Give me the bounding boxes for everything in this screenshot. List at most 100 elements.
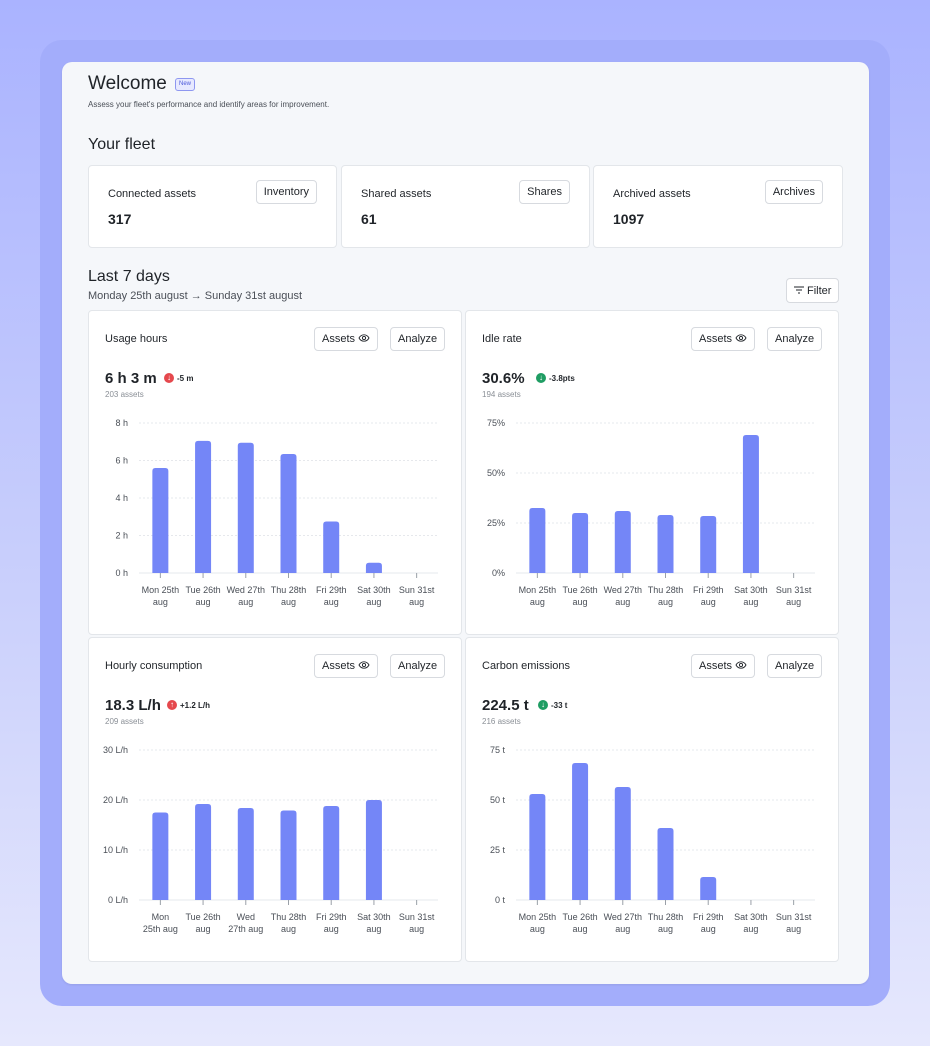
- bar[interactable]: [700, 877, 717, 900]
- metric-value: 18.3 L/h: [105, 697, 161, 714]
- assets-label: Assets: [322, 660, 356, 672]
- bar[interactable]: [614, 787, 631, 900]
- bar[interactable]: [529, 508, 546, 573]
- x-tick-label: Wed 27th: [604, 912, 642, 922]
- bar[interactable]: [195, 440, 212, 573]
- bar[interactable]: [195, 804, 212, 900]
- bar[interactable]: [529, 794, 546, 900]
- chart-card-carbon-emissions: Carbon emissions Assets Analyze 224.5 t …: [465, 637, 839, 962]
- x-tick-label: aug: [743, 597, 758, 607]
- page-subtitle: Assess your fleet's performance and iden…: [88, 100, 330, 109]
- analyze-button[interactable]: Analyze: [767, 654, 823, 678]
- bar[interactable]: [365, 562, 382, 573]
- bar[interactable]: [280, 453, 297, 573]
- x-tick-label: aug: [701, 597, 716, 607]
- bar[interactable]: [323, 521, 340, 573]
- x-tick-label: aug: [366, 924, 381, 934]
- archives-button[interactable]: Archives: [764, 180, 823, 204]
- x-tick-label: aug: [530, 597, 545, 607]
- asset-count: 216 assets: [482, 717, 521, 726]
- bar[interactable]: [237, 808, 254, 900]
- eye-icon: [735, 334, 747, 342]
- delta-value: +1.2 L/h: [180, 700, 211, 710]
- fleet-card-value: 317: [108, 211, 132, 227]
- fleet-card-value: 1097: [613, 211, 645, 227]
- asset-count: 194 assets: [482, 390, 521, 399]
- bar[interactable]: [657, 828, 674, 900]
- chart-card-hourly-consumption: Hourly consumption Assets Analyze 18.3 L…: [88, 637, 462, 962]
- assets-button[interactable]: Assets: [314, 327, 379, 351]
- asset-count: 209 assets: [105, 717, 144, 726]
- bar[interactable]: [614, 511, 631, 573]
- page-title: Welcome: [88, 73, 167, 94]
- x-tick-label: Sat 30th: [734, 585, 768, 595]
- y-tick-label: 10 L/h: [103, 845, 128, 855]
- chart-title: Idle rate: [482, 333, 522, 345]
- x-tick-label: aug: [658, 597, 673, 607]
- bar[interactable]: [323, 806, 340, 900]
- y-tick-label: 20 L/h: [103, 795, 128, 805]
- arrow-up-icon: ↑: [167, 700, 177, 710]
- filter-button[interactable]: Filter: [786, 278, 840, 303]
- fleet-card-label: Connected assets: [108, 188, 197, 200]
- fleet-card-label: Archived assets: [613, 188, 691, 200]
- x-tick-label: aug: [281, 924, 296, 934]
- x-tick-label: Fri 29th: [693, 585, 724, 595]
- x-tick-label: Sun 31st: [399, 585, 435, 595]
- assets-button[interactable]: Assets: [691, 327, 756, 351]
- bar[interactable]: [657, 515, 674, 573]
- bar[interactable]: [237, 442, 254, 573]
- analyze-button[interactable]: Analyze: [767, 327, 823, 351]
- x-tick-label: Wed 27th: [227, 585, 265, 595]
- y-tick-label: 0 h: [115, 568, 128, 578]
- x-tick-label: 25th aug: [143, 924, 178, 934]
- new-badge: New: [175, 78, 196, 91]
- delta-value: -5 m: [177, 373, 194, 383]
- x-tick-label: aug: [530, 924, 545, 934]
- bar-chart: 0 L/h 10 L/h 20 L/h 30 L/h Mon 25th aug Tue 26…: [103, 745, 438, 934]
- x-tick-label: Sun 31st: [776, 912, 812, 922]
- y-tick-label: 6 h: [115, 456, 128, 466]
- bar[interactable]: [152, 468, 169, 573]
- filter-label: Filter: [807, 284, 832, 297]
- x-tick-label: aug: [196, 924, 211, 934]
- eye-icon: [358, 661, 370, 669]
- chart-title: Hourly consumption: [105, 660, 203, 672]
- x-tick-label: Fri 29th: [316, 912, 347, 922]
- x-tick-label: Mon 25th: [519, 585, 557, 595]
- fleet-card-archived: Archived assets 1097 Archives: [593, 165, 843, 248]
- shares-button[interactable]: Shares: [519, 180, 570, 204]
- analyze-button[interactable]: Analyze: [390, 654, 446, 678]
- delta-badge: ↓ -3.8pts: [536, 373, 575, 383]
- bar[interactable]: [572, 513, 589, 573]
- bar[interactable]: [152, 812, 169, 901]
- bar[interactable]: [700, 516, 717, 573]
- eye-icon: [358, 334, 370, 342]
- bar[interactable]: [742, 435, 759, 573]
- x-tick-label: Fri 29th: [316, 585, 347, 595]
- fleet-card-value: 61: [361, 211, 377, 227]
- x-tick-label: aug: [573, 924, 588, 934]
- x-tick-label: Fri 29th: [693, 912, 724, 922]
- fleet-section-title: Your fleet: [88, 136, 156, 153]
- chart-title: Usage hours: [105, 333, 168, 345]
- x-tick-label: aug: [238, 597, 253, 607]
- y-tick-label: 8 h: [115, 418, 128, 428]
- bar[interactable]: [365, 800, 382, 900]
- asset-count: 203 assets: [105, 390, 144, 399]
- delta-badge: ↑ +1.2 L/h: [167, 700, 210, 710]
- bar-chart: 0 h 2 h 4 h 6 h 8 h Mon 25th aug Tue 26th aug Wed…: [115, 418, 438, 607]
- bar[interactable]: [280, 810, 297, 901]
- x-tick-label: Sun 31st: [776, 585, 812, 595]
- bar[interactable]: [572, 763, 589, 900]
- y-tick-label: 0 t: [495, 895, 506, 905]
- inventory-button[interactable]: Inventory: [255, 180, 317, 204]
- x-tick-label: aug: [786, 924, 801, 934]
- delta-badge: ↓ -5 m: [164, 373, 193, 383]
- y-tick-label: 0%: [492, 568, 505, 578]
- analyze-button[interactable]: Analyze: [390, 327, 446, 351]
- arrow-down-icon: ↓: [164, 373, 174, 383]
- assets-button[interactable]: Assets: [314, 654, 379, 678]
- x-tick-label: Tue 26th: [185, 912, 220, 922]
- assets-button[interactable]: Assets: [691, 654, 756, 678]
